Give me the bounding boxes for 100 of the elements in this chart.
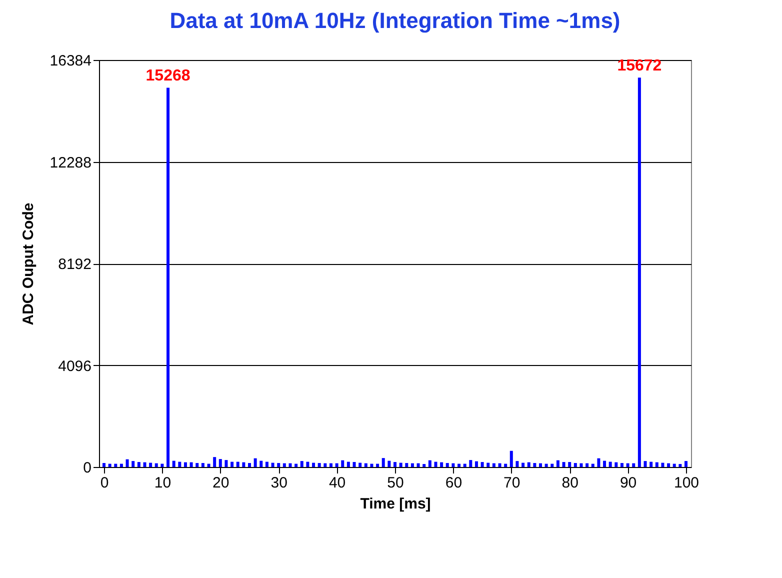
bar	[207, 464, 210, 467]
bar	[260, 460, 263, 467]
bar	[672, 464, 676, 467]
x-tick-label: 30	[270, 474, 288, 492]
chart-title: Data at 10mA 10Hz (Integration Time ~1ms)	[170, 8, 620, 33]
bar	[341, 460, 344, 467]
bar	[440, 462, 444, 467]
bar	[469, 460, 472, 467]
y-tick-label: 12288	[50, 154, 92, 172]
bar	[137, 462, 140, 467]
bar	[178, 462, 182, 467]
bar	[288, 463, 292, 467]
bar	[597, 458, 600, 467]
bar	[102, 463, 106, 467]
bar	[213, 457, 216, 467]
bar	[236, 462, 240, 467]
bar	[458, 464, 461, 467]
bar	[614, 462, 618, 467]
bar	[603, 460, 606, 467]
bar	[388, 460, 391, 467]
bar	[230, 462, 234, 467]
bar	[678, 464, 682, 467]
x-tick-label: 100	[674, 474, 700, 492]
bar	[486, 462, 490, 467]
bar	[399, 462, 402, 467]
bar	[632, 463, 636, 467]
bar	[346, 462, 350, 467]
bar	[394, 462, 396, 467]
bar	[416, 463, 420, 467]
bar	[184, 462, 187, 467]
x-tick-label: 50	[387, 474, 404, 492]
bar	[132, 461, 135, 467]
x-tick-label: 0	[100, 474, 109, 492]
x-tick-label: 20	[212, 474, 230, 492]
bar	[324, 463, 327, 467]
bar	[527, 462, 530, 467]
bar	[556, 460, 560, 467]
bar	[661, 462, 664, 467]
bar	[568, 462, 572, 467]
bar	[143, 462, 146, 467]
bar	[591, 464, 594, 467]
data-label: 15268	[146, 68, 190, 85]
bar	[586, 463, 589, 467]
bar	[504, 464, 508, 467]
bar	[312, 462, 316, 467]
y-tick-label: 8192	[58, 256, 92, 273]
bar	[539, 463, 542, 467]
x-tick-label: 80	[562, 474, 578, 492]
bar	[126, 459, 129, 467]
bar	[224, 460, 228, 467]
bar	[644, 461, 647, 467]
bar	[370, 464, 374, 467]
bar	[428, 460, 432, 467]
bar	[480, 462, 484, 467]
bar	[358, 462, 362, 467]
bar	[474, 461, 478, 467]
bar	[522, 462, 525, 467]
bar	[108, 464, 112, 467]
x-axis-title: Time [ms]	[360, 496, 431, 512]
bar	[620, 463, 624, 467]
bar	[149, 462, 152, 467]
bar	[434, 462, 438, 467]
bar	[254, 458, 257, 467]
y-tick-label: 0	[83, 460, 92, 476]
bar	[329, 463, 332, 467]
y-tick-label: 4096	[58, 358, 92, 375]
y-axis-title: ADC Ouput Code	[20, 202, 37, 326]
bar	[242, 462, 246, 467]
bar	[446, 463, 449, 467]
bar	[114, 464, 118, 467]
bar	[516, 461, 519, 467]
bar	[410, 463, 414, 467]
bar	[265, 462, 268, 467]
bar	[684, 461, 688, 467]
x-tick-label: 70	[504, 474, 520, 492]
bar	[498, 463, 502, 467]
bar	[172, 460, 176, 467]
bar	[580, 463, 583, 467]
bar	[190, 462, 193, 467]
bar	[655, 462, 658, 467]
bar	[294, 464, 298, 467]
bar	[277, 463, 280, 467]
bar	[282, 463, 286, 467]
bar	[120, 464, 123, 467]
bar	[405, 463, 408, 467]
bar	[306, 462, 310, 467]
bar	[550, 464, 554, 467]
bar	[638, 78, 641, 467]
bar	[544, 464, 548, 467]
bar	[364, 463, 368, 467]
data-label: 15672	[617, 58, 662, 75]
bar	[422, 464, 426, 467]
bar	[196, 463, 199, 467]
bar	[335, 463, 338, 467]
bar	[533, 463, 536, 467]
bar	[510, 450, 513, 467]
bar	[382, 458, 385, 467]
bar	[318, 463, 321, 467]
bar	[626, 463, 630, 467]
bar	[218, 459, 222, 467]
